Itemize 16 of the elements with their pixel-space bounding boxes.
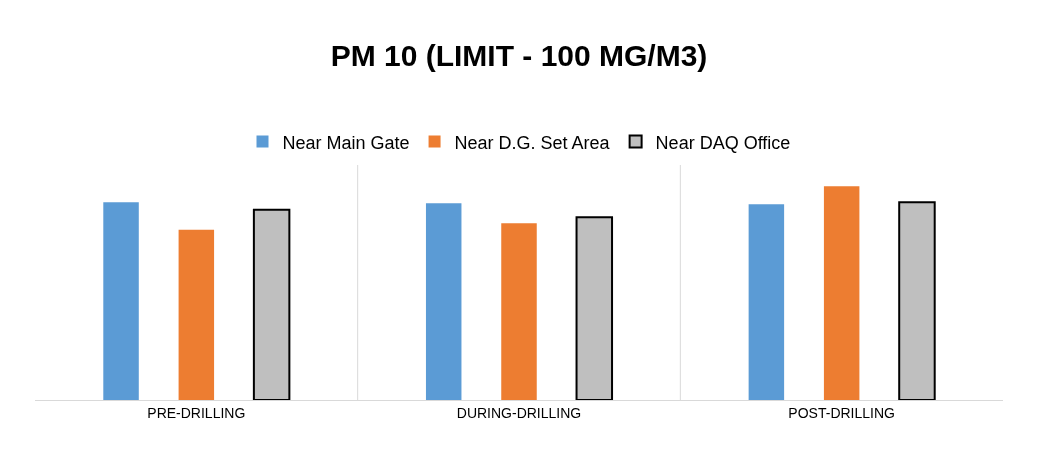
x-tick-label: PRE-DRILLING xyxy=(147,404,246,421)
legend-label: Near Main Gate xyxy=(282,132,410,153)
bar xyxy=(501,223,537,400)
x-tick-label: DURING-DRILLING xyxy=(456,404,582,421)
x-tick-label: POST-DRILLING xyxy=(788,404,895,421)
legend-label: Near D.G. Set Area xyxy=(454,132,611,153)
bar xyxy=(898,201,936,400)
bar xyxy=(748,204,785,400)
bar xyxy=(425,203,462,400)
bar xyxy=(252,208,291,400)
legend-label: Near DAQ Office xyxy=(655,132,791,153)
chart-title: PM 10 (LIMIT - 100 MG/M3) xyxy=(330,39,708,72)
bar xyxy=(575,216,614,400)
bar xyxy=(823,186,860,400)
bar xyxy=(103,202,139,400)
bar xyxy=(178,229,215,400)
